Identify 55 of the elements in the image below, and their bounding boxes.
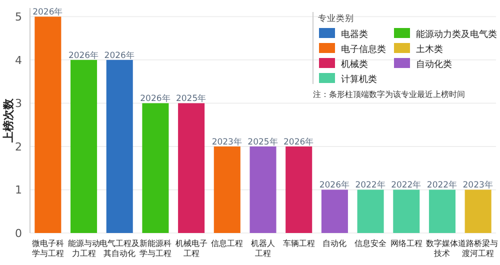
x-tick-label: 车辆工程 (282, 239, 315, 248)
bar (106, 60, 133, 233)
bar (428, 190, 456, 233)
bar (357, 190, 384, 233)
bar (214, 146, 240, 233)
bar (34, 16, 62, 233)
legend-label: 能源动力类及电气类 (416, 29, 497, 40)
y-tick-label: 0 (15, 227, 22, 240)
annotation: 2026年 (284, 136, 314, 148)
annotation: 2026年 (68, 50, 100, 61)
legend-title: 专业类别 (318, 13, 354, 24)
y-tick-label: 4 (15, 54, 22, 67)
legend-label: 计算机类 (341, 74, 377, 85)
y-axis-title: 上榜次数 (2, 98, 15, 144)
annotation: 2023年 (212, 136, 242, 148)
x-tick-label: 信息安全 (354, 239, 387, 248)
legend-label: 机械类 (341, 59, 368, 70)
bar (142, 103, 169, 233)
x-tick-label: 新能源科学与工程 (139, 239, 172, 258)
bar (464, 190, 492, 233)
legend-label: 土木类 (416, 44, 443, 55)
annotation: 2026年 (32, 6, 64, 18)
annotation: 2025年 (176, 93, 207, 104)
y-tick-label: 5 (15, 10, 22, 24)
x-tick-label: 机器人工程 (251, 239, 275, 258)
y-tick-label: 2 (15, 140, 22, 154)
annotation: 2022年 (426, 180, 458, 191)
x-tick-label: 电气工程及其自动化 (100, 239, 140, 258)
x-tick-label: 信息工程 (211, 239, 244, 248)
annotation: 2022年 (355, 180, 386, 191)
annotation: 注：条形柱顶端数字为该专业最近上榜时间 (313, 90, 465, 99)
bar (178, 103, 205, 233)
legend-label: 自动化类 (416, 59, 452, 70)
x-tick-label: 自动化 (322, 239, 347, 248)
bar (70, 60, 98, 233)
bar (321, 190, 348, 233)
y-tick-label: 1 (15, 184, 22, 197)
annotation: 2026年 (140, 93, 171, 104)
x-tick-label: 数字媒体技术 (426, 239, 458, 258)
annotation: 2022年 (391, 180, 422, 191)
y-tick-label: 3 (15, 97, 22, 110)
annotation: 2026年 (104, 50, 135, 61)
x-tick-label: 网络工程 (390, 239, 422, 248)
x-tick-label: 机械电子工程 (175, 239, 208, 258)
x-tick-label: 能源与动力工程 (68, 239, 100, 258)
annotation: 2023年 (462, 180, 494, 191)
bar (286, 146, 312, 233)
annotation: 2026年 (319, 180, 350, 191)
legend-label: 电子信息类 (341, 44, 386, 55)
bar (250, 146, 276, 233)
bar (393, 190, 420, 233)
x-tick-label: 微电子科学与工程 (32, 239, 64, 258)
legend-label: 电器类 (341, 29, 368, 40)
x-tick-label: 道路桥梁与渡河工程 (458, 239, 498, 258)
annotation: 2025年 (248, 136, 278, 148)
